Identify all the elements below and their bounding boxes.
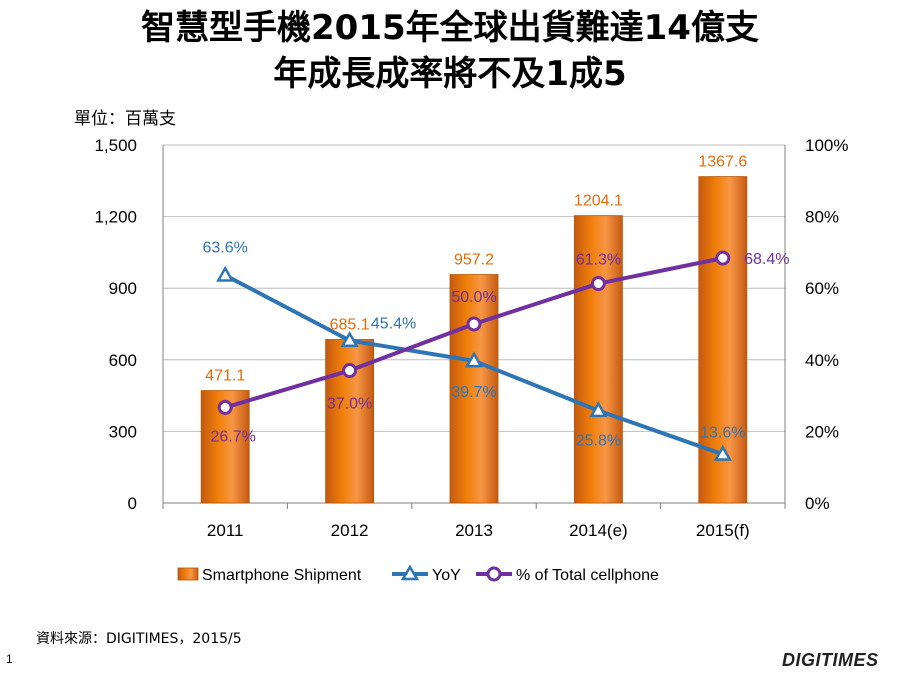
share-marker [715,250,731,266]
share-marker [217,399,233,415]
yoy-data-label: 25.8% [576,433,621,450]
yoy-marker [216,265,235,282]
yoy-marker [464,351,484,368]
y2-tick-label: 60% [805,279,839,298]
yoy-data-label: 45.4% [371,315,416,332]
y-tick-label: 1,200 [94,208,137,227]
y2-tick-label: 20% [805,422,839,441]
share-marker [342,363,358,379]
source-note: 資料來源：DIGITIMES，2015/5 [36,631,242,647]
y2-tick-label: 80% [805,208,839,227]
y-tick-label: 900 [109,279,137,298]
bar-data-label: 1367.6 [698,154,747,171]
y-tick-label: 1,500 [94,136,137,155]
legend-yoy-marker [400,564,420,581]
bar-2014(e) [574,215,623,504]
share-data-label: 26.7% [211,428,256,445]
bar-data-label: 1204.1 [574,193,623,210]
yoy-data-label: 13.6% [700,424,745,441]
x-tick-label: 2013 [455,521,493,540]
legend-label-yoy: YoY [432,567,461,584]
legend-label-share: % of Total cellphone [516,567,659,584]
share-data-label: 37.0% [327,396,372,413]
x-tick-label: 2012 [331,521,369,540]
legend-share-marker [486,566,502,582]
x-tick-label: 2014(e) [569,521,628,540]
x-tick-label: 2011 [207,521,244,540]
share-data-label: 50.0% [451,289,496,306]
y-tick-label: 0 [128,494,137,513]
chart-title-line2: 年成長成率將不及1成5 [273,54,627,94]
yoy-marker [340,330,359,347]
bar-2013 [449,274,499,504]
page-number: 1 [6,652,13,666]
bar-data-label: 957.2 [454,252,494,269]
yoy-data-label: 39.7% [451,384,496,401]
y-tick-label: 600 [109,351,137,370]
yoy-marker [589,401,608,418]
y2-tick-label: 100% [805,136,848,155]
share-data-label: 68.4% [744,251,789,268]
bar-data-label: 471.1 [205,368,245,385]
legend-bar-swatch [177,567,199,581]
legend-label-shipment: Smartphone Shipment [202,567,362,584]
chart-title-line1: 智慧型手機2015年全球出貨難達14億支 [141,8,759,48]
y2-tick-label: 40% [805,351,839,370]
yoy-marker [713,444,732,461]
share-marker [466,316,482,332]
yoy-data-label: 63.6% [203,239,248,256]
share-data-label: 61.3% [576,252,621,269]
digitimes-logo: DIGITIMES [782,650,879,670]
y-tick-label: 300 [109,422,137,441]
x-tick-label: 2015(f) [696,521,750,540]
share-marker [590,276,606,292]
unit-label: 單位：百萬支 [74,109,176,129]
bar-data-label: 685.1 [330,316,370,333]
y2-tick-label: 0% [805,494,830,513]
